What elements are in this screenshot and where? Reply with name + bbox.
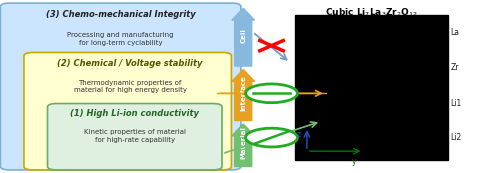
FancyArrow shape <box>232 124 254 166</box>
FancyBboxPatch shape <box>0 3 241 170</box>
Text: Cubic Li$_7$La$_3$Zr$_2$O$_{12}$: Cubic Li$_7$La$_3$Zr$_2$O$_{12}$ <box>326 7 418 19</box>
Text: Material: Material <box>240 126 246 159</box>
FancyBboxPatch shape <box>47 103 222 170</box>
Text: Li1: Li1 <box>451 99 462 108</box>
Text: y: y <box>352 157 356 166</box>
Text: (3) Chemo-mechanical Integrity: (3) Chemo-mechanical Integrity <box>46 10 196 19</box>
Text: Kinetic properties of material
for high-rate capability: Kinetic properties of material for high-… <box>84 129 186 143</box>
Text: Li2: Li2 <box>451 133 462 142</box>
FancyArrow shape <box>232 70 254 121</box>
FancyBboxPatch shape <box>24 52 231 170</box>
Text: Processing and manufacturing
for long-term cyclability: Processing and manufacturing for long-te… <box>67 32 174 45</box>
Circle shape <box>246 84 297 103</box>
Text: La: La <box>451 28 460 37</box>
FancyArrow shape <box>232 8 254 66</box>
Text: Interface: Interface <box>240 75 246 111</box>
Text: (1) High Li-ion conductivity: (1) High Li-ion conductivity <box>70 109 199 118</box>
Text: Cell: Cell <box>240 28 246 43</box>
Text: z: z <box>296 130 301 139</box>
Text: Thermodynamic properties of
material for high energy density: Thermodynamic properties of material for… <box>74 80 186 93</box>
Circle shape <box>246 128 297 147</box>
Text: (2) Chemical / Voltage stability: (2) Chemical / Voltage stability <box>57 59 203 68</box>
Text: Zr: Zr <box>451 63 459 72</box>
Bar <box>295 15 448 160</box>
